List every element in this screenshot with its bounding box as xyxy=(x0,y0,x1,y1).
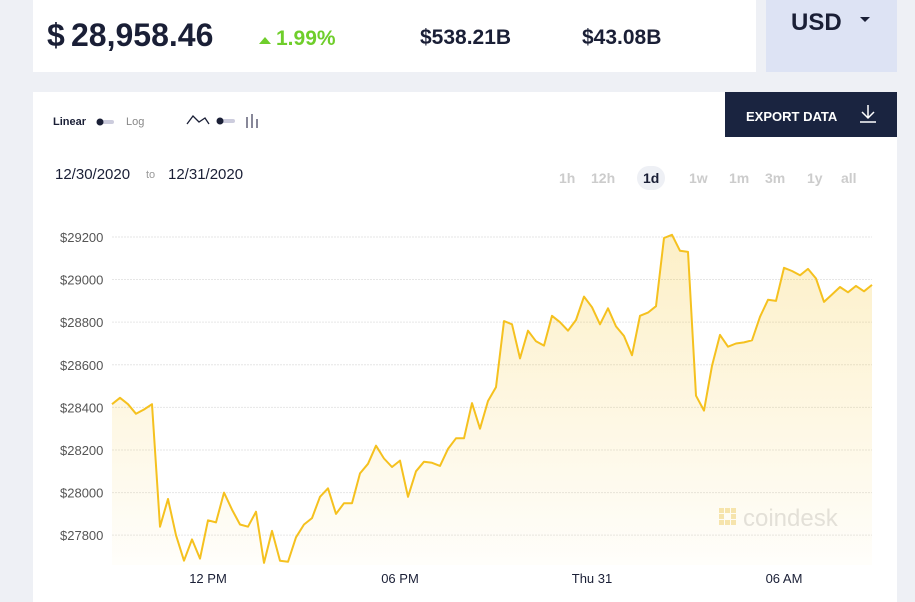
y-tick-label: $29000 xyxy=(60,273,103,288)
date-from[interactable]: 12/30/2020 xyxy=(55,166,131,183)
range-button[interactable]: 1h xyxy=(559,170,576,186)
download-icon xyxy=(860,105,876,123)
y-tick-label: $28600 xyxy=(60,358,103,373)
stats-bar: $ 28,958.46 1.99% $538.21B $43.08B xyxy=(33,0,756,72)
y-tick-label: $28200 xyxy=(60,443,103,458)
log-label[interactable]: Log xyxy=(126,116,145,128)
range-button[interactable]: 1d xyxy=(637,166,666,190)
scale-toggle[interactable] xyxy=(96,117,116,127)
caret xyxy=(860,17,870,22)
range-button[interactable]: 12h xyxy=(591,170,616,186)
export-label: EXPORT DATA xyxy=(746,109,838,124)
range-button[interactable]: 1w xyxy=(689,170,708,186)
currency-select[interactable]: USD xyxy=(766,0,897,72)
price: 28,958.46 xyxy=(71,17,214,53)
range-button[interactable]: 3m xyxy=(765,170,786,186)
linear-label[interactable]: Linear xyxy=(53,116,87,128)
y-tick-label: $28800 xyxy=(60,315,103,330)
x-tick-label: 06 AM xyxy=(766,571,803,586)
up-arrow xyxy=(259,37,271,44)
price-symbol: $ xyxy=(47,17,65,53)
currency: USD xyxy=(791,9,842,36)
x-tick-label: 12 PM xyxy=(189,571,227,586)
range-button[interactable]: 1m xyxy=(729,170,750,186)
y-tick-label: $27800 xyxy=(60,528,103,543)
y-tick-label: $28000 xyxy=(60,486,103,501)
chart-card: Linear Log EXPORT DATA 12/30/2020 to 12/… xyxy=(33,92,897,602)
area-fill xyxy=(112,234,872,566)
volume: $43.08B xyxy=(582,26,662,49)
range-button[interactable]: all xyxy=(841,170,857,186)
chart: $27800 $28000 $28200 $28400 $28600 $28800 $290… xyxy=(60,230,873,586)
x-tick-label: 06 PM xyxy=(381,571,419,586)
y-tick-label: $29200 xyxy=(60,230,103,245)
date-sep: to xyxy=(146,169,156,181)
y-tick-label: $28400 xyxy=(60,400,103,415)
change: 1.99% xyxy=(276,27,336,50)
range-buttons: 1h 12h 1d 1w 1m 3m 1y all xyxy=(551,166,891,192)
chart-type-toggle[interactable] xyxy=(186,112,266,130)
market-cap: $538.21B xyxy=(420,26,512,49)
x-tick-label: Thu 31 xyxy=(572,571,612,586)
price-line xyxy=(111,233,873,564)
export-button[interactable]: EXPORT DATA xyxy=(725,92,897,137)
range-button[interactable]: 1y xyxy=(807,170,823,186)
date-to[interactable]: 12/31/2020 xyxy=(168,166,244,183)
